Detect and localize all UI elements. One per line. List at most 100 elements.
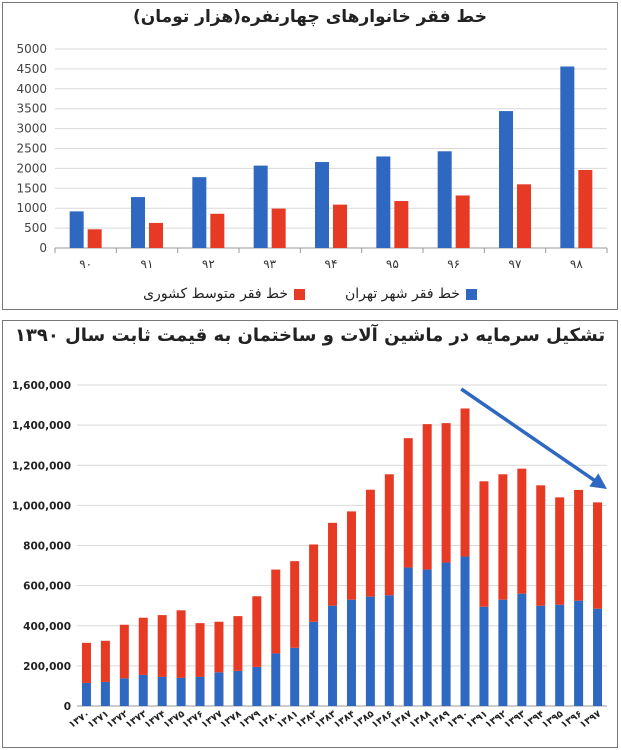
- bar-segment-blue: [346, 599, 356, 706]
- bar-segment-blue: [81, 682, 91, 706]
- bar-segment-red: [441, 423, 451, 563]
- y-tick-label: 0: [39, 241, 47, 255]
- bar-segment-blue: [138, 674, 148, 706]
- bar-segment-red: [574, 489, 584, 601]
- bar-segment-red: [346, 511, 356, 600]
- bar-segment-blue: [555, 604, 565, 706]
- bar-segment-blue: [100, 681, 110, 706]
- bar-segment-red: [328, 522, 338, 606]
- chart-title: خط فقر خانوارهای چهارنفره(هزار تومان): [133, 7, 487, 27]
- bar-segment-red: [157, 615, 167, 677]
- y-tick-label: 1,400,000: [12, 420, 71, 432]
- bar-segment-blue: [252, 666, 262, 706]
- bar-segment-blue: [290, 647, 300, 706]
- bar-segment-red: [290, 561, 300, 648]
- x-tick-label: ۹۳: [263, 257, 276, 271]
- bar-segment-blue: [403, 567, 413, 706]
- bar-tehran: [131, 197, 145, 248]
- bar-segment-blue: [574, 600, 584, 706]
- bar-segment-blue: [309, 621, 319, 706]
- bar-segment-red: [81, 642, 91, 683]
- bar-segment-red: [271, 569, 281, 654]
- bar-segment-red: [100, 640, 110, 682]
- y-tick-label: 4500: [16, 62, 47, 76]
- y-tick-label: 1,200,000: [12, 460, 71, 472]
- bar-segment-red: [593, 502, 603, 609]
- bar-segment-red: [460, 408, 470, 557]
- bar-segment-red: [195, 623, 205, 677]
- bar-tehran: [499, 111, 513, 248]
- bar-national: [517, 184, 531, 248]
- bar-segment-blue: [593, 608, 603, 706]
- bar-tehran: [253, 165, 268, 248]
- x-tick-label: ۹۰: [79, 257, 92, 271]
- bar-national: [455, 195, 470, 248]
- y-tick-label: 1,600,000: [12, 380, 71, 392]
- bar-segment-red: [555, 497, 565, 605]
- bar-segment-blue: [328, 605, 338, 706]
- capital-formation-chart: 0 200,000 400,000 600,000 800,000 1,000,000 1,…: [12, 380, 607, 731]
- y-tick-label: 1500: [16, 181, 47, 195]
- bar-segment-blue: [195, 676, 205, 706]
- trend-arrow-head: [589, 473, 607, 489]
- bar-segment-blue: [479, 606, 489, 706]
- bar-national: [333, 204, 347, 248]
- bar-segment-blue: [157, 676, 167, 706]
- chart-title: تشکیل سرمایه در ماشین آلات و ساختمان به …: [14, 325, 606, 346]
- y-tick-label: 1,000,000: [12, 500, 71, 512]
- bar-segment-red: [233, 616, 243, 671]
- y-tick-label: 600,000: [23, 581, 71, 593]
- bar-tehran: [437, 151, 452, 248]
- y-tick-label: 800,000: [23, 541, 71, 553]
- x-tick-label: ۹۲: [202, 257, 215, 271]
- y-tick-label: 2000: [16, 161, 47, 175]
- legend-swatch-tehran: [465, 288, 477, 300]
- x-tick-label: ۹۷: [509, 257, 522, 271]
- bar-tehran: [192, 177, 207, 248]
- bar-segment-blue: [214, 672, 224, 706]
- chart-panel-capital-formation: تشکیل سرمایه در ماشین آلات و ساختمان به …: [2, 320, 618, 748]
- y-tick-label: 500: [24, 221, 47, 235]
- bar-segment-red: [214, 621, 224, 673]
- bar-segment-red: [176, 610, 186, 678]
- chart-legend: خط فقر شهر تهران خط فقر متوسط کشوری: [3, 286, 617, 302]
- bar-segment-red: [309, 544, 319, 622]
- bar-segment-red: [517, 468, 527, 594]
- x-tick-label: ۹۸: [570, 257, 583, 271]
- bar-national: [87, 229, 102, 248]
- bar-segment-red: [119, 624, 129, 679]
- bar-segment-blue: [271, 653, 281, 706]
- y-tick-label: 400,000: [23, 621, 71, 633]
- bar-tehran: [315, 162, 329, 248]
- bar-segment-red: [365, 489, 375, 597]
- bar-national: [578, 169, 593, 248]
- bar-segment-blue: [422, 569, 432, 706]
- legend-label-tehran: خط فقر شهر تهران: [344, 286, 460, 302]
- bar-segment-red: [252, 596, 262, 667]
- bar-segment-red: [384, 474, 394, 596]
- chart-panel-poverty-line: خط فقر خانوارهای چهارنفره(هزار تومان) 0 5…: [2, 2, 618, 310]
- bar-segment-red: [536, 485, 546, 606]
- bar-national: [394, 201, 409, 248]
- bar-national: [271, 208, 286, 248]
- poverty-line-chart: 0 500 1000 1500 2000 2500 3000 3500 4000 4500 5000…: [16, 42, 608, 271]
- bar-segment-blue: [233, 670, 243, 706]
- x-tick-label: ۹۵: [386, 257, 399, 271]
- bar-segment-red: [138, 617, 148, 675]
- trend-arrow-line: [460, 387, 600, 485]
- legend-swatch-national: [293, 288, 305, 300]
- bar-segment-blue: [384, 595, 394, 706]
- y-tick-label: 1000: [16, 201, 47, 215]
- bar-segment-red: [479, 481, 489, 607]
- bar-segment-red: [422, 424, 432, 570]
- x-tick-label: ۱۳۹۷: [578, 708, 603, 730]
- y-tick-label: 2500: [16, 142, 47, 156]
- bar-national: [149, 222, 163, 248]
- bar-segment-red: [498, 474, 508, 600]
- bar-segment-red: [403, 438, 413, 568]
- legend-label-national: خط فقر متوسط کشوری: [143, 286, 288, 302]
- x-tick-label: ۹۴: [325, 257, 338, 271]
- bar-segment-blue: [517, 593, 527, 706]
- bar-segment-blue: [176, 677, 186, 706]
- bar-segment-blue: [536, 605, 546, 706]
